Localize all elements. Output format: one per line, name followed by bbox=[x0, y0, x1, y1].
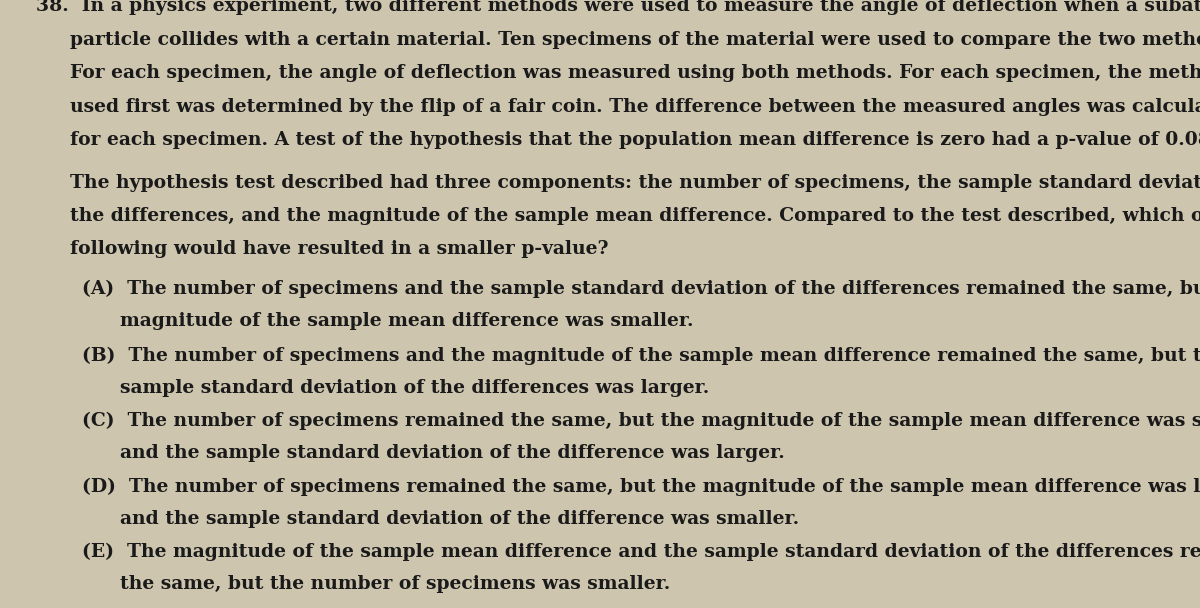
Text: and the sample standard deviation of the difference was smaller.: and the sample standard deviation of the… bbox=[120, 510, 799, 528]
Text: the differences, and the magnitude of the sample mean difference. Compared to th: the differences, and the magnitude of th… bbox=[70, 207, 1200, 225]
Text: for each specimen. A test of the hypothesis that the population mean difference : for each specimen. A test of the hypothe… bbox=[70, 131, 1200, 149]
Text: (D)  The number of specimens remained the same, but the magnitude of the sample : (D) The number of specimens remained the… bbox=[82, 477, 1200, 496]
Text: particle collides with a certain material. Ten specimens of the material were us: particle collides with a certain materia… bbox=[70, 30, 1200, 49]
Text: the same, but the number of specimens was smaller.: the same, but the number of specimens wa… bbox=[120, 575, 671, 593]
Text: For each specimen, the angle of deflection was measured using both methods. For : For each specimen, the angle of deflecti… bbox=[70, 64, 1200, 82]
Text: following would have resulted in a smaller p-value?: following would have resulted in a small… bbox=[70, 240, 608, 258]
Text: sample standard deviation of the differences was larger.: sample standard deviation of the differe… bbox=[120, 379, 709, 397]
Text: (C)  The number of specimens remained the same, but the magnitude of the sample : (C) The number of specimens remained the… bbox=[82, 412, 1200, 430]
Text: 38.  In a physics experiment, two different methods were used to measure the ang: 38. In a physics experiment, two differe… bbox=[36, 0, 1200, 15]
Text: The hypothesis test described had three components: the number of specimens, the: The hypothesis test described had three … bbox=[70, 173, 1200, 192]
Text: (B)  The number of specimens and the magnitude of the sample mean difference rem: (B) The number of specimens and the magn… bbox=[82, 347, 1200, 365]
Text: (E)  The magnitude of the sample mean difference and the sample standard deviati: (E) The magnitude of the sample mean dif… bbox=[82, 542, 1200, 561]
Text: (A)  The number of specimens and the sample standard deviation of the difference: (A) The number of specimens and the samp… bbox=[82, 280, 1200, 298]
Text: and the sample standard deviation of the difference was larger.: and the sample standard deviation of the… bbox=[120, 444, 785, 462]
Text: used first was determined by the flip of a fair coin. The difference between the: used first was determined by the flip of… bbox=[70, 97, 1200, 116]
Text: magnitude of the sample mean difference was smaller.: magnitude of the sample mean difference … bbox=[120, 312, 694, 330]
